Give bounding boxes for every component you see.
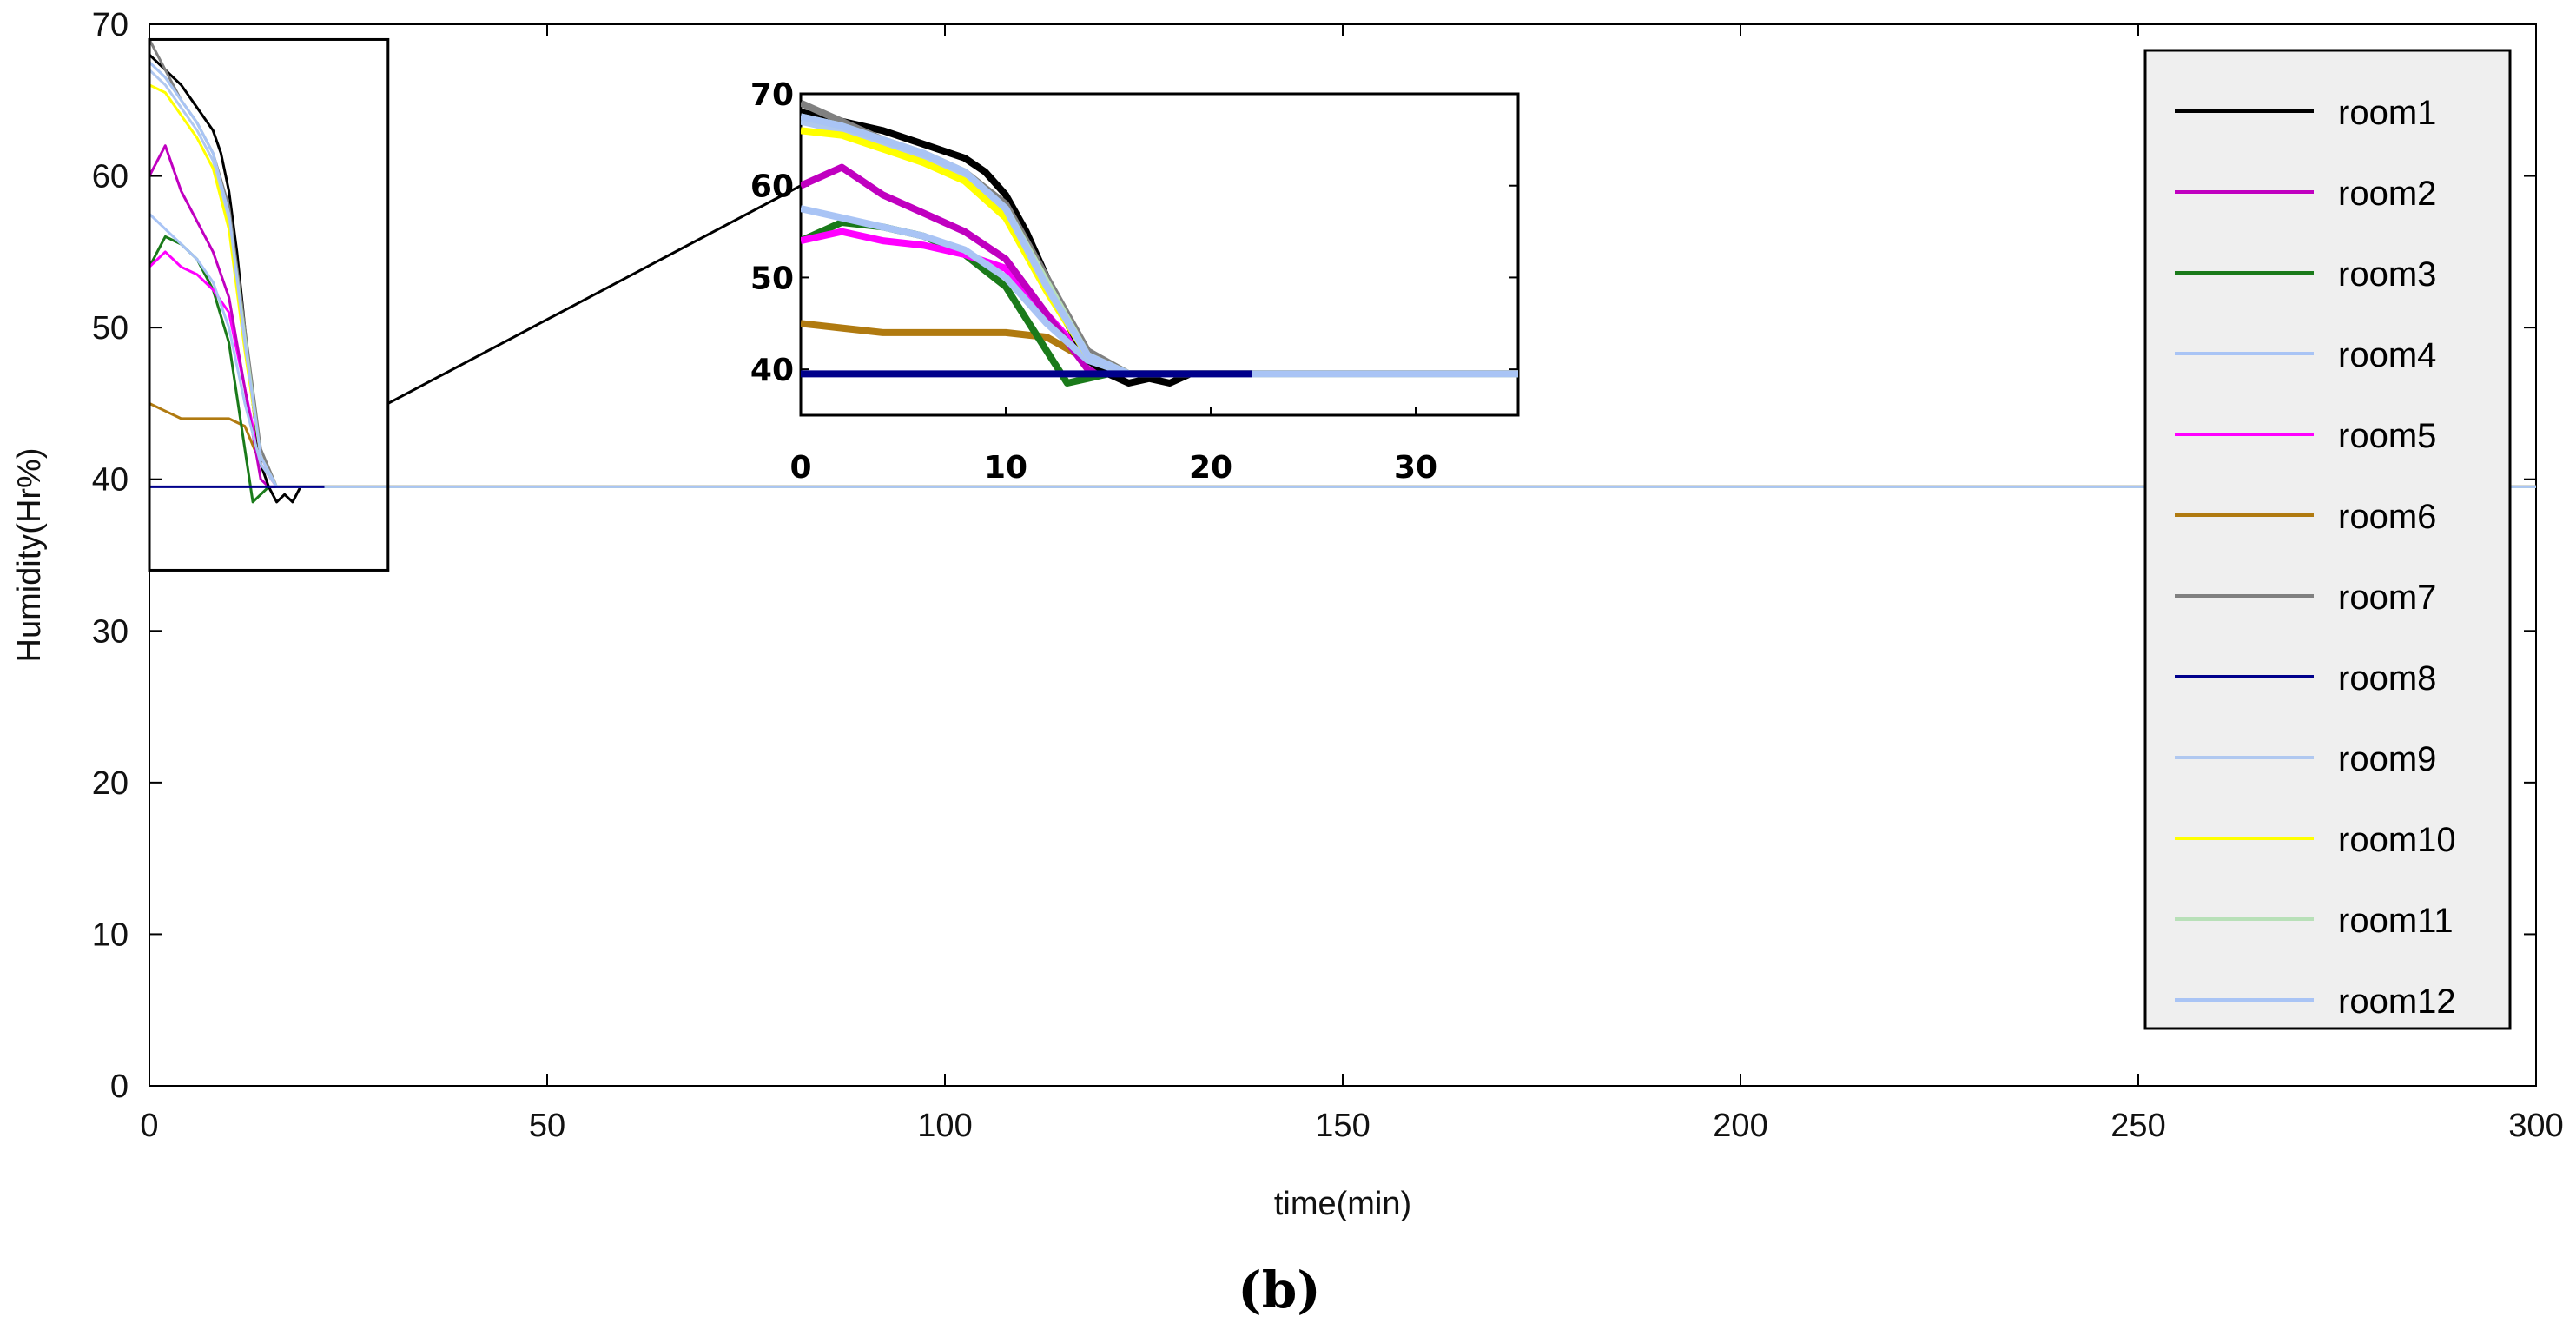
legend-label: room9 <box>2338 740 2436 778</box>
y-tick-label: 0 <box>110 1068 129 1105</box>
x-tick-label: 250 <box>2110 1108 2165 1144</box>
legend-label: room11 <box>2338 902 2454 940</box>
series-line-room3 <box>148 235 2536 504</box>
legend-label: room4 <box>2338 336 2436 374</box>
inset-x-tick-label: 10 <box>984 450 1027 486</box>
inset-x-tick-label: 20 <box>1189 450 1232 486</box>
zoom-connector-line <box>387 184 802 405</box>
y-tick-label: 50 <box>92 310 129 347</box>
inset-y-tick-label: 40 <box>750 353 794 388</box>
inset-y-tick-label: 50 <box>750 261 794 296</box>
legend-label: room1 <box>2338 94 2436 132</box>
x-tick-label: 50 <box>529 1108 565 1144</box>
legend-label: room6 <box>2338 498 2436 536</box>
series-line-room4 <box>148 213 2536 488</box>
legend-label: room5 <box>2338 417 2436 455</box>
inset-y-tick-label: 70 <box>750 77 794 113</box>
inset-y-tick-label: 60 <box>750 169 794 205</box>
y-tick-label: 30 <box>92 613 129 650</box>
legend-label: room10 <box>2338 821 2456 859</box>
x-tick-label: 150 <box>1315 1108 1370 1144</box>
legend-label: room3 <box>2338 255 2436 294</box>
inset-frame <box>799 92 1520 417</box>
inset-x-tick-label: 0 <box>789 450 811 486</box>
x-tick-label: 200 <box>1713 1108 1767 1144</box>
y-tick-label: 60 <box>92 159 129 195</box>
inset-series-line-room12 <box>801 113 1518 378</box>
x-tick-label: 300 <box>2508 1108 2563 1144</box>
x-tick-label: 100 <box>917 1108 972 1144</box>
y-tick-label: 40 <box>92 462 129 499</box>
legend-box <box>2143 49 2512 1030</box>
inset-plot: 0 10 20 30 40 50 60 70 <box>387 77 1520 486</box>
x-axis-title: time(min) <box>1274 1186 1411 1222</box>
inset-series-group <box>801 99 1518 387</box>
x-tick-label: 0 <box>140 1108 158 1144</box>
inset-x-tick-label: 30 <box>1394 450 1437 486</box>
legend-label: room8 <box>2338 659 2436 698</box>
y-tick-label: 10 <box>92 916 129 953</box>
y-tick-label: 70 <box>92 7 129 43</box>
legend-label: room7 <box>2338 579 2436 617</box>
y-axis-title: Humidity(Hr%) <box>11 448 48 663</box>
legend-label: room12 <box>2338 982 2456 1021</box>
figure-caption: (b) <box>1238 1260 1320 1320</box>
legend-label: room2 <box>2338 175 2436 213</box>
series-line-room12 <box>148 61 2536 488</box>
y-tick-label: 20 <box>92 765 129 802</box>
series-line-room2 <box>148 144 2536 488</box>
zoom-region-box <box>148 37 390 572</box>
legend: room1 room2 room3 room4 room5 room6 room7 room8… <box>2143 49 2512 1030</box>
